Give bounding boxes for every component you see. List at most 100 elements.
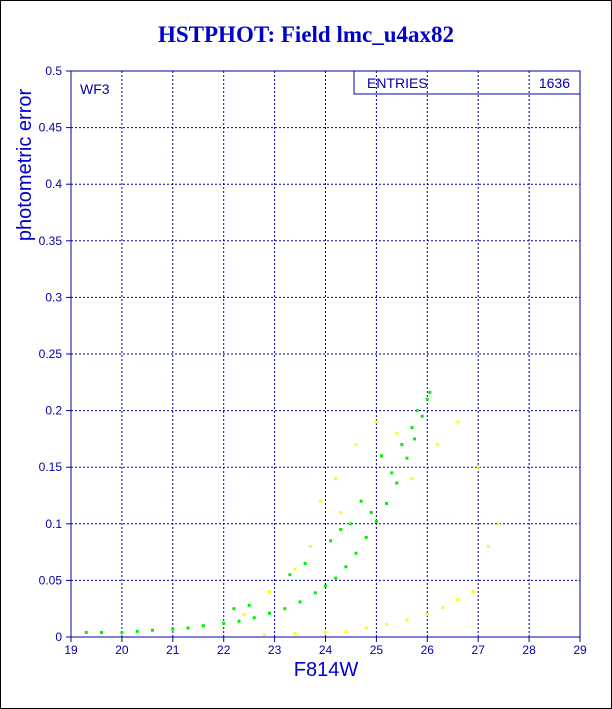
data-point [339, 527, 343, 531]
x-tick-label: 28 [522, 643, 536, 657]
data-point [344, 629, 348, 633]
data-point [120, 630, 124, 634]
data-point [232, 607, 236, 611]
x-tick-label: 19 [64, 643, 78, 657]
data-point [334, 576, 338, 580]
data-point [471, 590, 475, 594]
y-tick-label: 0.5 [45, 64, 62, 78]
data-point [486, 544, 490, 548]
y-tick-label: 0.2 [45, 404, 62, 418]
y-tick-label: 0.3 [45, 290, 62, 304]
stats-box-frame [353, 70, 581, 95]
data-point [390, 471, 394, 475]
data-point [268, 590, 272, 594]
data-point [339, 510, 343, 514]
y-tick-label: 0.05 [39, 573, 63, 587]
data-point [400, 443, 404, 447]
data-point [201, 624, 205, 628]
data-point [374, 420, 378, 424]
data-point [405, 456, 409, 460]
data-points [84, 390, 501, 637]
chart-title: HSTPHOT: Field lmc_u4ax82 [157, 22, 455, 47]
data-point [435, 443, 439, 447]
data-point [441, 606, 445, 610]
x-tick-label: 24 [319, 643, 333, 657]
y-tick-label: 0.15 [39, 460, 63, 474]
data-point [344, 565, 348, 569]
data-point [329, 539, 333, 543]
data-point [150, 628, 154, 632]
data-point [349, 522, 353, 526]
y-tick-label: 0.35 [39, 234, 63, 248]
data-point [379, 454, 383, 458]
data-point [100, 630, 104, 634]
data-point [268, 611, 272, 615]
data-point [308, 544, 312, 548]
data-point [242, 612, 246, 616]
data-point [135, 629, 139, 633]
data-point [303, 561, 307, 565]
tick-labels: 19 20 21 22 23 24 25 26 27 28 29 0 0.05 0.1 0.15 0.2 0.2… [39, 64, 587, 657]
data-point [410, 477, 414, 481]
data-point [413, 437, 417, 441]
y-tick-label: 0.4 [45, 177, 62, 191]
data-point [395, 431, 399, 435]
data-point [497, 522, 501, 526]
data-point [262, 633, 266, 637]
data-point [428, 390, 432, 394]
x-tick-label: 21 [166, 643, 180, 657]
stats-entries-value: 1636 [539, 75, 570, 91]
data-point [186, 626, 190, 630]
data-point [313, 591, 317, 595]
x-tick-label: 26 [421, 643, 435, 657]
data-point [293, 632, 297, 636]
data-point [456, 420, 460, 424]
x-tick-label: 20 [115, 643, 129, 657]
x-tick-label: 29 [573, 643, 587, 657]
data-point [318, 499, 322, 503]
data-point [425, 397, 429, 401]
data-point [293, 567, 297, 571]
data-point [374, 520, 378, 524]
data-point [476, 465, 480, 469]
data-point [410, 426, 414, 430]
data-point [252, 616, 256, 620]
data-point [298, 600, 302, 604]
x-axis-label: F814W [294, 659, 359, 681]
data-point [425, 612, 429, 616]
data-point [222, 621, 226, 625]
panel-label: WF3 [80, 81, 110, 97]
x-tick-label: 22 [217, 643, 231, 657]
y-tick-label: 0.25 [39, 347, 63, 361]
y-tick-label: 0.1 [45, 517, 62, 531]
data-point [364, 626, 368, 630]
data-point [237, 619, 241, 623]
data-point [171, 627, 175, 631]
data-point [324, 584, 327, 588]
data-point [385, 623, 389, 627]
data-point [385, 501, 389, 505]
stats-entries-label: ENTRIES [367, 75, 428, 91]
x-tick-label: 23 [268, 643, 282, 657]
y-axis-label: photometric error [14, 89, 36, 242]
data-point [364, 535, 368, 539]
data-point [283, 607, 287, 611]
data-point [415, 409, 419, 413]
data-point [405, 618, 409, 622]
y-tick-label: 0.45 [39, 121, 63, 135]
x-tick-label: 27 [472, 643, 486, 657]
y-tick-label: 0 [55, 630, 62, 644]
data-point [247, 603, 251, 607]
data-point [84, 630, 88, 634]
data-point [369, 510, 373, 514]
data-point [395, 481, 399, 485]
data-point [456, 598, 460, 602]
data-point [288, 573, 292, 577]
data-point [324, 630, 327, 634]
grid [71, 71, 580, 637]
data-point [334, 477, 338, 481]
x-tick-label: 25 [370, 643, 384, 657]
data-point [354, 551, 358, 555]
